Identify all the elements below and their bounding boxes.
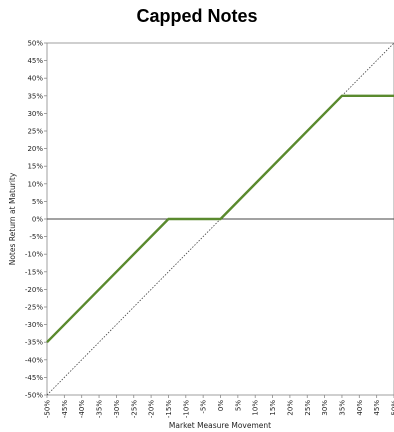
y-tick-label: -20% <box>25 286 43 294</box>
x-tick-label: 50% <box>391 400 394 416</box>
capped-notes-payoff-line <box>46 94 394 344</box>
x-tick-label: 0% <box>217 400 225 411</box>
y-tick-label: 25% <box>27 128 43 136</box>
y-axis-ticks: 50% 45% 40% 35% 30% 25% 20% 15% 10% 5% 0% -5% -10% -1… <box>25 40 47 400</box>
y-tick-label: 0% <box>32 216 43 224</box>
y-tick-label: 15% <box>27 163 43 171</box>
y-tick-label: 30% <box>27 110 43 118</box>
x-tick-label: 15% <box>269 400 277 416</box>
x-tick-label: 25% <box>304 400 312 416</box>
y-tick-label: -25% <box>25 304 43 312</box>
x-tick-label: -20% <box>148 400 156 418</box>
y-tick-label: 10% <box>27 180 43 188</box>
x-axis-ticks: -50% -45% -40% -35% -30% -25% -20% -15% -10% -5% 0… <box>44 395 394 418</box>
y-tick-label: -40% <box>25 356 43 364</box>
x-tick-label: -45% <box>61 400 69 418</box>
y-tick-label: 5% <box>32 198 43 206</box>
x-tick-label: 30% <box>321 400 329 416</box>
y-tick-label: -5% <box>29 233 43 241</box>
x-tick-label: -50% <box>44 400 52 418</box>
x-tick-label: 45% <box>373 400 381 416</box>
x-tick-label: -10% <box>182 400 190 418</box>
chart-title: Capped Notes <box>136 6 258 26</box>
y-tick-label: -10% <box>25 251 43 259</box>
x-tick-label: 5% <box>234 400 242 411</box>
y-tick-label: 20% <box>27 145 43 153</box>
y-axis-title: Notes Return at Maturity <box>8 172 17 265</box>
y-tick-label: -30% <box>25 321 43 329</box>
y-tick-label: 40% <box>27 75 43 83</box>
x-tick-label: -25% <box>130 400 138 418</box>
y-tick-label: -15% <box>25 268 43 276</box>
x-tick-label: -30% <box>113 400 121 418</box>
x-tick-label: -15% <box>165 400 173 418</box>
x-tick-label: -5% <box>200 400 208 414</box>
y-tick-label: -35% <box>25 339 43 347</box>
x-axis-title: Market Measure Movement <box>169 421 271 430</box>
y-tick-label: 35% <box>27 92 43 100</box>
x-tick-label: 20% <box>286 400 294 416</box>
series-layer <box>46 42 394 396</box>
x-tick-label: -40% <box>78 400 86 418</box>
y-tick-label: -45% <box>25 374 43 382</box>
x-tick-label: 35% <box>338 400 346 416</box>
x-tick-label: 10% <box>252 400 260 416</box>
x-tick-label: -35% <box>96 400 104 418</box>
y-tick-label: -50% <box>25 392 43 400</box>
y-tick-label: 45% <box>27 57 43 65</box>
y-tick-label: 50% <box>27 40 43 48</box>
x-tick-label: 40% <box>356 400 364 416</box>
